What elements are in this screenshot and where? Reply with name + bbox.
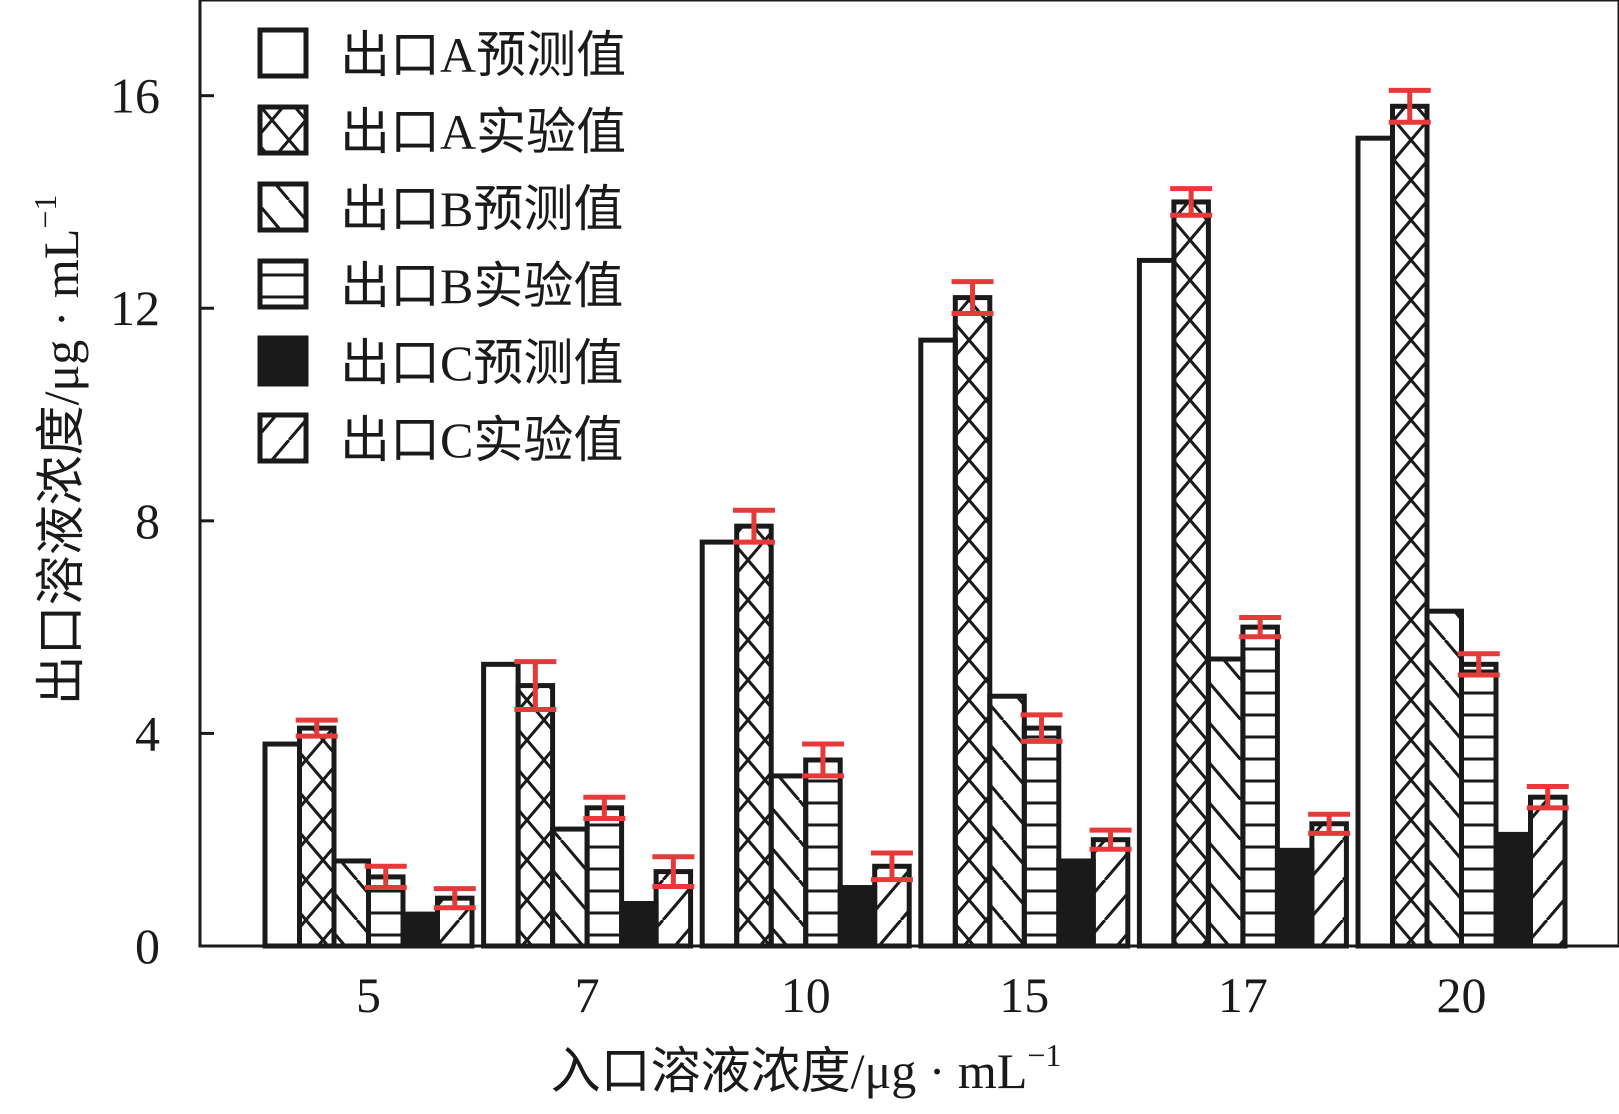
x-tick-label-17: 17 [1218,967,1268,1023]
error-bar-出口C实验值-20 [1526,784,1569,811]
bar-出口B实验值-10 [803,757,843,949]
legend-label: 出口B预测值 [340,181,623,237]
legend-item-出口C预测值: 出口C预测值 [257,335,623,391]
bar-出口B预测值-17 [1205,656,1246,949]
x-tick-label-10: 10 [781,967,831,1023]
bar-出口A预测值-15 [918,337,958,949]
y-tick-label-4: 4 [135,705,160,761]
bar-出口C预测值-5 [400,911,440,949]
legend-label: 出口A实验值 [340,104,626,160]
error-bar-出口A实验值-10 [732,507,775,545]
bar-出口A实验值-15 [952,295,993,949]
legend-item-出口A预测值: 出口A预测值 [257,27,626,83]
error-bar-出口A实验值-15 [951,279,994,317]
error-bar-出口C实验值-5 [433,886,476,911]
bar-出口C预测值-17 [1274,847,1315,949]
error-bar-出口A实验值-17 [1170,186,1213,218]
x-tick-label-20: 20 [1437,967,1487,1023]
bar-出口B预测值-5 [331,858,371,949]
error-bar-出口B实验值-20 [1457,651,1500,678]
bar-出口A预测值-7 [481,661,521,949]
legend-swatch [257,27,309,79]
legend-item-出口C实验值: 出口C实验值 [257,412,623,468]
bar-出口A实验值-5 [297,725,337,949]
bar-出口A预测值-20 [1355,135,1395,949]
bar-出口B预测值-10 [768,773,809,949]
legend-label: 出口A预测值 [340,27,626,83]
error-bar-出口C实验值-15 [1089,827,1132,852]
bar-出口C实验值-15 [1090,837,1131,949]
y-axis-title: 出口溶液浓度/μg · mL−1 [27,195,89,706]
bar-出口B实验值-15 [1021,725,1062,949]
bar-出口B预测值-15 [987,693,1027,949]
legend-item-出口B预测值: 出口B预测值 [257,181,623,237]
bar-出口B预测值-7 [550,826,590,949]
bar-出口A实验值-17 [1171,199,1211,949]
x-axis: 5 7 10 15 17 20 [356,967,1487,1023]
bar-出口C实验值-20 [1528,794,1568,949]
error-bar-出口A实验值-5 [295,717,338,739]
bar-出口A预测值-17 [1136,257,1177,949]
legend-swatch [257,412,309,464]
bar-出口C预测值-15 [1056,858,1096,949]
error-bar-出口B实验值-15 [1020,712,1063,744]
legend-swatch [257,258,309,310]
error-bar-出口A实验值-7 [514,659,557,712]
error-bar-出口B实验值-5 [364,863,407,891]
bar-出口B实验值-7 [584,805,625,949]
y-axis-title-superscript: −1 [27,195,63,229]
bar-出口A实验值-7 [515,683,556,949]
legend-item-出口A实验值: 出口A实验值 [257,104,626,160]
legend-label: 出口B实验值 [340,258,623,314]
legend-label: 出口C实验值 [340,412,623,468]
bar-出口A预测值-5 [262,741,302,949]
y-axis: 0 4 8 12 16 [110,68,214,974]
bar-出口B预测值-20 [1424,608,1464,949]
bar-出口A预测值-10 [699,539,740,949]
error-bar-出口B实验值-7 [583,794,626,821]
y-tick-label-0: 0 [135,918,160,974]
y-tick-label-8: 8 [135,493,160,549]
y-tick-label-16: 16 [110,68,160,124]
error-bar-出口C实验值-7 [652,854,695,889]
bar-出口A实验值-20 [1390,103,1430,949]
bar-出口C预测值-20 [1493,831,1533,949]
bar-出口A实验值-10 [734,523,774,949]
legend-swatch [257,104,309,156]
legend-label: 出口C预测值 [340,335,623,391]
x-tick-label-15: 15 [999,967,1049,1023]
error-bar-出口A实验值-20 [1388,87,1431,125]
y-tick-label-12: 12 [110,280,160,336]
error-bar-出口B实验值-17 [1239,615,1282,640]
bars-layer [262,103,1568,949]
error-bar-出口B实验值-10 [801,741,844,779]
error-bar-出口C实验值-10 [870,850,913,883]
x-tick-label-7: 7 [575,967,600,1023]
legend-swatch [257,181,309,233]
bar-出口C预测值-7 [619,900,659,949]
x-axis-title-text: 入口溶液浓度/μg · mL [551,1043,1028,1099]
error-bar-出口C实验值-17 [1308,811,1351,836]
bar-出口C实验值-17 [1309,821,1349,949]
y-axis-title-text: 出口溶液浓度/μg · mL [33,229,89,706]
x-tick-label-5: 5 [356,967,381,1023]
x-axis-title: 入口溶液浓度/μg · mL−1 [551,1037,1062,1099]
bar-出口B实验值-20 [1459,661,1499,949]
error-bars-layer [295,87,1569,911]
legend-swatch [257,335,309,387]
legend-item-出口B实验值: 出口B实验值 [257,258,623,314]
x-axis-title-superscript: −1 [1027,1037,1061,1073]
bar-出口B实验值-17 [1240,624,1280,949]
bar-出口C预测值-10 [837,885,878,949]
